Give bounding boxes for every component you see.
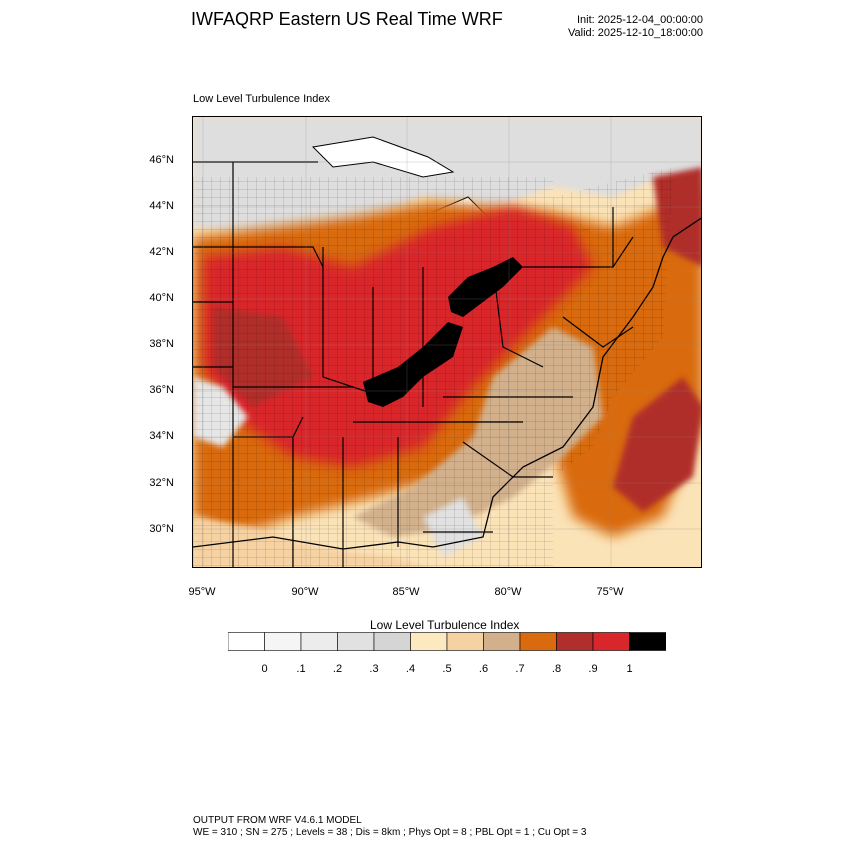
lat-label-46: 46°N bbox=[149, 154, 174, 166]
lat-label-38: 38°N bbox=[149, 338, 174, 350]
colorbar-tick-label: 1 bbox=[626, 663, 633, 675]
colorbar-tick-label: .4 bbox=[405, 663, 416, 675]
graticule bbox=[193, 117, 701, 567]
colorbar-title: Low Level Turbulence Index bbox=[370, 618, 520, 632]
colorbar-swatch-3 bbox=[337, 632, 375, 651]
init-time: Init: 2025-12-04_00:00:00 bbox=[577, 14, 703, 26]
footer-line-2: WE = 310 ; SN = 275 ; Levels = 38 ; Dis … bbox=[193, 827, 587, 838]
colorbar-swatch-4 bbox=[373, 632, 411, 651]
colorbar-tick-label: .6 bbox=[478, 663, 489, 675]
lake-superior bbox=[311, 136, 455, 178]
colorbar-swatch-2 bbox=[300, 632, 338, 651]
colorbar-swatch-8 bbox=[519, 632, 557, 651]
map-panel bbox=[192, 116, 702, 568]
lon-label-95: 95°W bbox=[188, 586, 216, 598]
run-times: Init: 2025-12-04_00:00:00 Valid: 2025-12… bbox=[568, 14, 703, 40]
coastline bbox=[193, 217, 701, 550]
lat-label-34: 34°N bbox=[149, 430, 174, 442]
colorbar-tick-label: .7 bbox=[515, 663, 525, 675]
lat-label-32: 32°N bbox=[149, 477, 174, 489]
colorbar-tick-label: .1 bbox=[296, 663, 306, 675]
lon-label-90: 90°W bbox=[291, 586, 319, 598]
colorbar-tick-label: .3 bbox=[369, 663, 379, 675]
valid-time: Valid: 2025-12-10_18:00:00 bbox=[568, 27, 703, 39]
colorbar-tick-label: .5 bbox=[442, 663, 452, 675]
colorbar-swatch-1 bbox=[264, 632, 302, 651]
county-lines-east bbox=[553, 167, 673, 477]
colorbar-swatch-9 bbox=[556, 632, 594, 651]
panel-label: Low Level Turbulence Index bbox=[193, 93, 330, 105]
lat-label-30: 30°N bbox=[149, 523, 174, 535]
colorbar-swatch-11 bbox=[629, 632, 666, 651]
colorbar-tick-label: .2 bbox=[332, 663, 343, 675]
colorbar-swatch-0 bbox=[228, 632, 265, 651]
colorbar-swatch-10 bbox=[592, 632, 630, 651]
lon-label-75: 75°W bbox=[596, 586, 624, 598]
colorbar bbox=[228, 632, 666, 651]
plot-title: IWFAQRP Eastern US Real Time WRF bbox=[191, 9, 503, 29]
lon-label-80: 80°W bbox=[494, 586, 522, 598]
footer-line-1: OUTPUT FROM WRF V4.6.1 MODEL bbox=[193, 815, 362, 826]
turbulence-field-map bbox=[193, 117, 701, 567]
colorbar-tick-label: 0 bbox=[261, 663, 268, 675]
colorbar-swatch-7 bbox=[483, 632, 521, 651]
lat-label-36: 36°N bbox=[149, 384, 174, 396]
colorbar-swatch-5 bbox=[410, 632, 448, 651]
model-footer: OUTPUT FROM WRF V4.6.1 MODEL WE = 310 ; … bbox=[193, 815, 586, 839]
lat-label-44: 44°N bbox=[149, 200, 174, 212]
lat-label-40: 40°N bbox=[149, 292, 174, 304]
lat-label-42: 42°N bbox=[149, 246, 174, 258]
colorbar-tick-label: .9 bbox=[588, 663, 598, 675]
colorbar-tick-label: .8 bbox=[551, 663, 562, 675]
colorbar-swatch-6 bbox=[446, 632, 484, 651]
darkred-patch-ocean bbox=[613, 377, 701, 512]
lon-label-85: 85°W bbox=[392, 586, 420, 598]
